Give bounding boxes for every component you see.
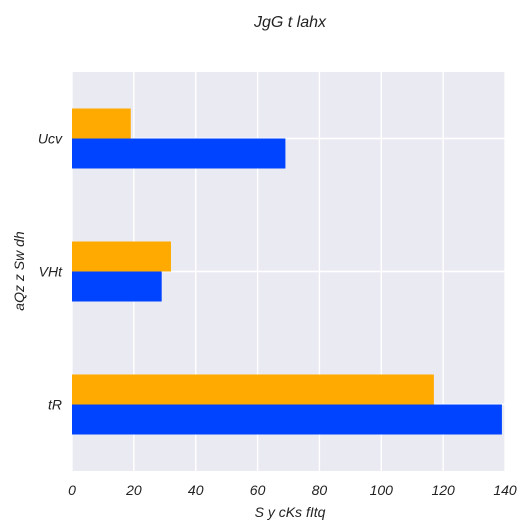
y-axis-label: aQz z Sw dh: [11, 231, 27, 311]
bar-series-1-Ucv: [72, 138, 286, 169]
y-tick-label: VHt: [39, 264, 63, 280]
bars: [72, 108, 502, 435]
x-axis-label: S y cKs fItq: [255, 504, 326, 520]
x-tick-label: 20: [125, 482, 142, 498]
bar-series-1-VHt: [72, 271, 162, 302]
y-tick-label: Ucv: [38, 131, 63, 147]
bar-series-2-VHt: [72, 241, 171, 272]
bar-series-2-Ucv: [72, 108, 131, 139]
y-tick-label: tR: [48, 397, 62, 413]
y-tick-labels: tR VHt Ucv: [38, 131, 63, 413]
x-tick-label: 60: [250, 482, 266, 498]
x-tick-label: 0: [68, 482, 76, 498]
x-tick-label: 40: [188, 482, 204, 498]
x-tick-labels: 0 20 40 60 80 100 120 140: [68, 482, 517, 498]
x-tick-label: 80: [312, 482, 328, 498]
x-tick-label: 140: [493, 482, 517, 498]
bar-series-1-tR: [72, 404, 502, 435]
x-tick-label: 120: [431, 482, 455, 498]
bar-series-2-tR: [72, 374, 434, 405]
chart-title: JgG t lahx: [253, 14, 327, 31]
x-tick-label: 100: [370, 482, 394, 498]
